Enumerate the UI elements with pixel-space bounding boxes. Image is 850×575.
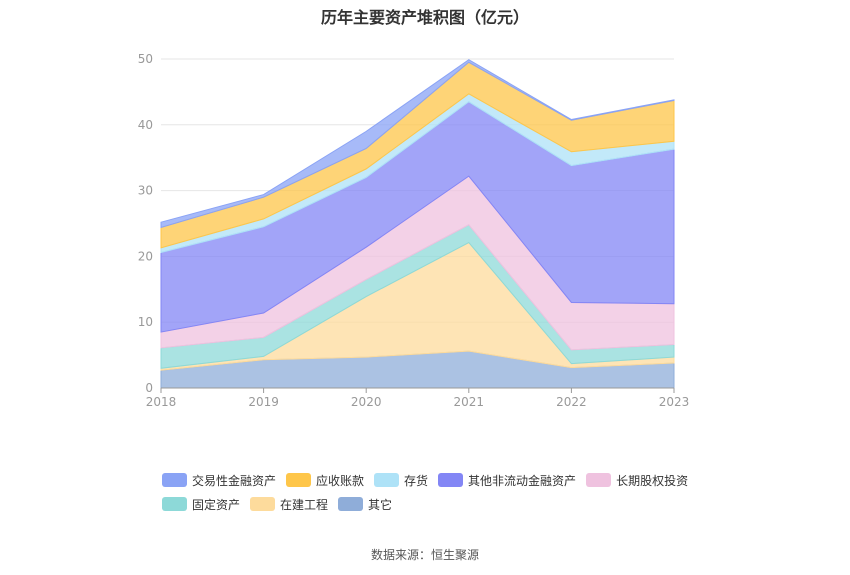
y-tick-label: 30: [138, 184, 153, 198]
legend-item[interactable]: 应收账款: [286, 472, 364, 488]
legend-label: 其他非流动金融资产: [468, 473, 577, 488]
axis-layer: 0 10 20 30 40 50 2018 2019 2020 2021 2022 2023: [138, 52, 690, 409]
area-layer: [160, 59, 675, 389]
legend-swatch: [438, 473, 464, 487]
x-tick-label: 2023: [659, 395, 690, 409]
chart-title: 历年主要资产堆积图（亿元）: [320, 8, 529, 27]
y-tick-label: 10: [138, 315, 153, 329]
legend-label: 存货: [404, 473, 429, 488]
source-note: 数据来源：恒生聚源: [370, 548, 479, 562]
legend-label: 固定资产: [192, 497, 241, 512]
legend-swatch: [250, 497, 276, 511]
x-tick-label: 2021: [454, 395, 485, 409]
x-tick-label: 2018: [146, 395, 177, 409]
legend-swatch: [162, 473, 187, 487]
legend-item[interactable]: 其它: [338, 496, 392, 512]
stacked-area-chart: 0 10 20 30 40 50 2018 2019 2020 2021 2022 2023: [138, 52, 690, 409]
y-tick-label: 40: [138, 118, 153, 132]
legend-item[interactable]: 长期股权投资: [586, 472, 688, 488]
area-series-7[interactable]: [160, 59, 675, 229]
legend-item[interactable]: 在建工程: [250, 496, 328, 512]
legend-label: 长期股权投资: [616, 473, 689, 488]
y-tick-label: 0: [145, 381, 153, 395]
legend-label: 在建工程: [280, 497, 329, 512]
legend: 交易性金融资产 应收账款 存货 其他非流动金融资产 长期股权投资固定资产 在建工程 其它: [162, 472, 722, 520]
legend-label: 其它: [368, 497, 393, 512]
y-tick-label: 50: [138, 52, 153, 66]
legend-swatch: [338, 497, 364, 511]
legend-item[interactable]: 交易性金融资产: [162, 472, 276, 488]
x-tick-label: 2019: [248, 395, 279, 409]
legend-item[interactable]: 存货: [374, 472, 428, 488]
legend-item[interactable]: 固定资产: [162, 496, 240, 512]
y-tick-label: 20: [138, 249, 153, 263]
x-tick-label: 2020: [351, 395, 382, 409]
legend-swatch: [286, 473, 312, 487]
legend-item[interactable]: 其他非流动金融资产: [438, 472, 576, 488]
legend-swatch: [162, 497, 187, 511]
x-tick-label: 2022: [556, 395, 587, 409]
legend-label: 应收账款: [316, 473, 365, 488]
legend-swatch: [374, 473, 400, 487]
legend-swatch: [586, 473, 612, 487]
legend-label: 交易性金融资产: [192, 473, 277, 488]
